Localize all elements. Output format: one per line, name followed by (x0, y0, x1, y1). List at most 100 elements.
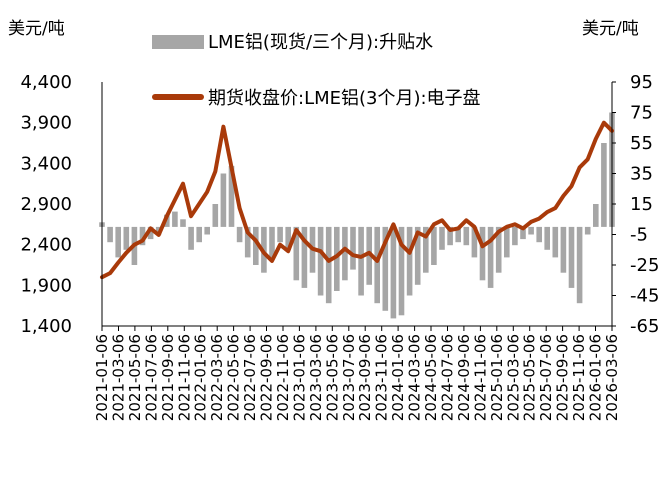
right-tick-label: 55 (630, 133, 653, 154)
right-tick-label: 95 (630, 72, 653, 93)
spread-bar (439, 226, 445, 250)
spread-bar (358, 226, 364, 296)
x-tick-label: 2023-11-06 (373, 334, 391, 421)
x-tick-label: 2022-11-06 (274, 334, 292, 421)
x-tick-label: 2024-11-06 (471, 334, 489, 421)
spread-bar (593, 204, 599, 227)
legend-label-spread: LME铝(现货/三个月):升贴水 (208, 32, 434, 53)
spread-bar (123, 226, 130, 250)
right-tick-label: 35 (630, 164, 653, 185)
x-tick-label: 2023-09-06 (356, 334, 374, 421)
spread-bar (576, 226, 583, 304)
right-tick-label: 15 (630, 194, 653, 215)
spread-bar (431, 226, 437, 265)
x-tick-label: 2023-07-06 (340, 334, 358, 421)
spread-bar (172, 211, 178, 227)
legend-item-spread: LME铝(现货/三个月):升贴水 (152, 28, 433, 54)
axes (101, 82, 613, 327)
left-tick-label: 3,400 (20, 153, 72, 174)
spread-bar (504, 226, 510, 258)
legend-line-swatch (152, 94, 204, 100)
x-tick-label: 2021-05-06 (126, 334, 144, 421)
left-tick-label: 4,400 (20, 72, 72, 93)
right-tick-label: -25 (630, 255, 659, 276)
spread-bar (301, 226, 308, 288)
spread-bar (253, 226, 259, 265)
spread-bar (204, 226, 210, 235)
x-tick-label: 2021-07-06 (142, 334, 160, 421)
x-tick-label: 2023-05-06 (323, 334, 341, 421)
x-tick-label: 2022-07-06 (241, 334, 259, 421)
spread-bar (463, 226, 470, 246)
x-tick-label: 2026-03-06 (603, 334, 621, 421)
x-tick-label: 2025-05-06 (521, 334, 539, 421)
legend-bar-swatch (152, 35, 204, 49)
left-tick-label: 1,900 (20, 275, 72, 296)
spread-bar (414, 226, 421, 285)
left-tick-label: 3,900 (20, 113, 72, 134)
spread-bar (495, 226, 502, 273)
spread-bar (560, 226, 567, 273)
right-tick-label: -65 (630, 316, 659, 337)
x-tick-label: 2025-03-06 (504, 334, 522, 421)
spread-bar (552, 226, 559, 258)
spread-bar (601, 143, 607, 227)
x-tick-label: 2021-03-06 (110, 334, 128, 421)
spread-bar (139, 226, 146, 246)
right-tick-label: 75 (630, 103, 653, 124)
x-tick-label: 2024-03-06 (406, 334, 424, 421)
right-axis-unit: 美元/吨 (582, 19, 639, 39)
spread-bar (350, 226, 356, 270)
x-tick-label: 2022-09-06 (258, 334, 276, 421)
left-axis-unit: 美元/吨 (8, 19, 65, 39)
spread-bar (374, 226, 380, 304)
spread-bar (269, 226, 275, 258)
spread-bar (455, 226, 461, 243)
spread-bar (115, 226, 121, 258)
x-tick-label: 2024-01-06 (389, 334, 407, 421)
right-tick-label: -5 (630, 225, 648, 246)
x-tick-label: 2024-05-06 (422, 334, 440, 421)
x-tick-label: 2023-01-06 (290, 334, 308, 421)
spread-bar (423, 226, 429, 273)
spread-bar (584, 226, 591, 235)
spread-bar (487, 226, 494, 288)
spread-bar (285, 226, 291, 250)
x-tick-label: 2024-09-06 (455, 334, 473, 421)
spread-bar (479, 226, 486, 281)
x-tick-label: 2025-01-06 (488, 334, 506, 421)
x-tick-label: 2025-11-06 (570, 334, 588, 421)
spread-bar (277, 226, 283, 243)
price-line (100, 120, 614, 280)
spread-bar (293, 226, 300, 281)
x-tick-label: 2022-01-06 (192, 334, 210, 421)
right-tick-labels: 95 75 55 35 15 -5 -25 -45 -65 (612, 72, 659, 337)
spread-bar (180, 219, 186, 227)
spread-bar (512, 226, 518, 246)
left-tick-label: 1,400 (20, 316, 72, 337)
x-tick-label: 2021-09-06 (159, 334, 177, 421)
x-tick-label: 2025-07-06 (537, 334, 555, 421)
spread-bar (366, 226, 372, 285)
spread-bar (147, 226, 154, 240)
spread-bar (544, 226, 550, 250)
spread-bar (528, 226, 534, 235)
spread-bar (220, 173, 227, 227)
spread-bar (568, 226, 575, 288)
spread-bar (398, 226, 405, 316)
left-tick-labels: 4,400 3,900 3,400 2,900 2,400 1,900 1,400 (20, 72, 72, 337)
spread-bar (520, 226, 526, 240)
spread-bar (334, 226, 340, 291)
x-tick-label: 2023-03-06 (307, 334, 325, 421)
x-tick-labels: 2021-01-062021-03-062021-05-062021-07-06… (93, 326, 621, 421)
x-tick-label: 2024-07-06 (439, 334, 457, 421)
spread-bar (447, 226, 453, 246)
legend-item-price: 期货收盘价:LME铝(3个月):电子盘 (152, 84, 481, 110)
spread-bars (99, 112, 615, 319)
x-tick-label: 2025-09-06 (554, 334, 572, 421)
price-line-layer (100, 120, 614, 280)
spread-bar (317, 226, 324, 296)
spread-bar (244, 226, 251, 258)
right-tick-label: -45 (630, 286, 659, 307)
